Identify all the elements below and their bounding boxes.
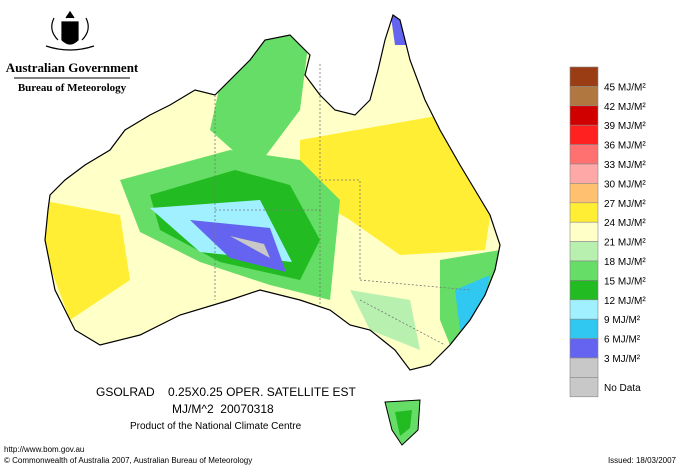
legend-swatch xyxy=(569,357,599,378)
legend-swatch xyxy=(569,338,599,359)
legend-swatch xyxy=(569,86,599,107)
legend-label: 12 MJ/M² xyxy=(604,296,646,307)
caption-line3: Product of the National Climate Centre xyxy=(130,421,302,432)
legend-label: 27 MJ/M² xyxy=(604,199,646,210)
coastline xyxy=(44,14,501,371)
legend-swatch xyxy=(569,260,599,281)
legend-swatch xyxy=(569,183,599,204)
legend-swatch xyxy=(569,241,599,262)
legend-label: 24 MJ/M² xyxy=(604,218,646,229)
tasmania-zone xyxy=(395,410,412,436)
legend-swatch xyxy=(569,299,599,320)
legend-label: 21 MJ/M² xyxy=(604,238,646,249)
legend-swatch xyxy=(569,202,599,223)
caption-line2: MJ/M^2 20070318 xyxy=(172,402,274,416)
legend-swatch xyxy=(569,318,599,339)
state-borders xyxy=(214,64,471,346)
legend-label: 33 MJ/M² xyxy=(604,160,646,171)
legend-label: 3 MJ/M² xyxy=(604,354,641,365)
legend-swatch xyxy=(569,144,599,165)
legend-swatch xyxy=(569,105,599,126)
legend-label: 39 MJ/M² xyxy=(604,121,646,132)
footer-issued: Issued: 18/03/2007 xyxy=(608,456,677,465)
legend-label: 18 MJ/M² xyxy=(604,257,646,268)
footer-url: http://www.bom.gov.au xyxy=(4,445,84,454)
footer-copyright: © Commonwealth of Australia 2007, Austra… xyxy=(4,456,252,465)
legend-label: 15 MJ/M² xyxy=(604,276,646,287)
legend-label: 9 MJ/M² xyxy=(604,315,641,326)
legend: 45 MJ/M² 42 MJ/M² 39 MJ/M² 36 MJ/M² 33 MJ/M²… xyxy=(569,66,646,398)
caption-line1: GSOLRAD 0.25X0.25 OPER. SATELLITE EST xyxy=(96,385,357,399)
legend-swatch xyxy=(569,163,599,184)
coat-of-arms xyxy=(45,10,95,51)
legend-swatch xyxy=(569,377,599,398)
legend-swatch xyxy=(569,124,599,145)
legend-label: 6 MJ/M² xyxy=(604,335,641,346)
legend-label: 42 MJ/M² xyxy=(604,102,646,113)
legend-label: 45 MJ/M² xyxy=(604,82,646,93)
government-name: Australian Government xyxy=(6,60,139,75)
legend-swatch xyxy=(569,221,599,242)
legend-swatch xyxy=(569,66,599,87)
legend-swatch xyxy=(569,280,599,301)
legend-label: 36 MJ/M² xyxy=(604,141,646,152)
legend-label: 30 MJ/M² xyxy=(604,179,646,190)
agency-name: Bureau of Meteorology xyxy=(18,82,127,94)
legend-label: No Data xyxy=(604,383,641,394)
